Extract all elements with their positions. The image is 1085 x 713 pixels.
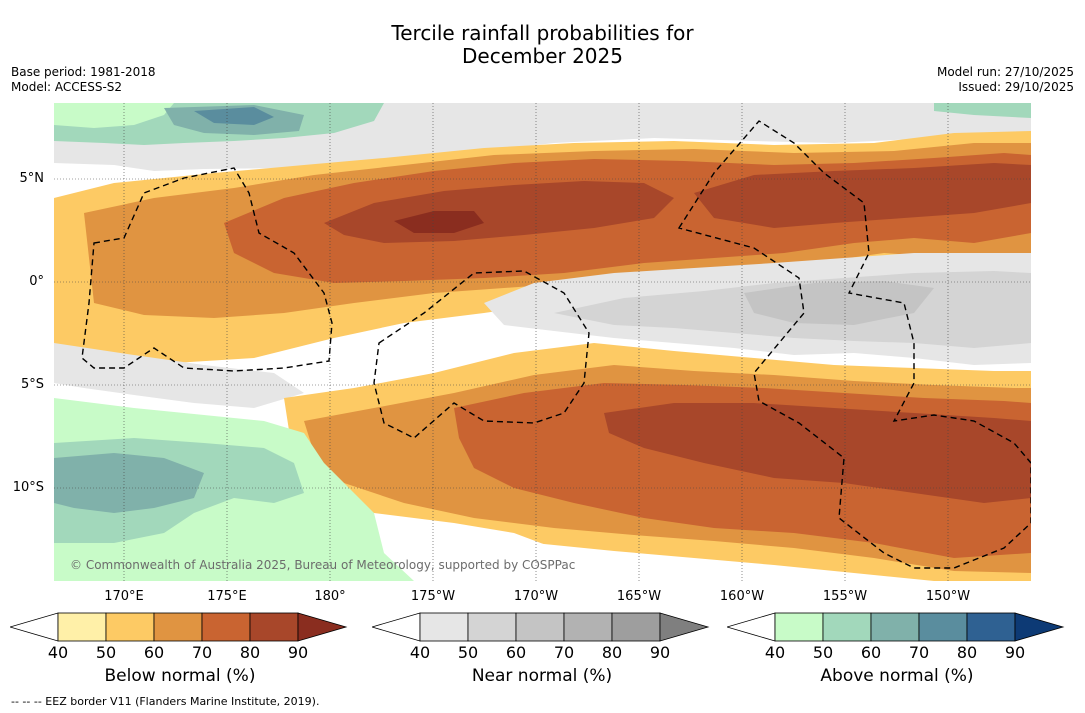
near-swatch-40 [419,612,469,642]
lon-label-180: 180° [314,589,346,604]
below-swatch-80 [249,612,299,642]
below-tick-60: 60 [143,643,165,662]
lat-label-10s: 10°S [12,480,44,495]
near-tick-90: 90 [649,643,671,662]
lat-label-5n: 5°N [19,171,45,186]
lon-label-175e: 175°E [207,589,247,604]
meta-right: Model run: 27/10/2025 Issued: 29/10/2025 [937,65,1074,95]
below-swatch-40 [57,612,107,642]
near-tick-70: 70 [553,643,575,662]
near-swatch-60 [515,612,565,642]
above-swatch-90 [1014,612,1065,642]
below-tick-50: 50 [95,643,117,662]
colorbar-near [372,612,710,642]
lon-label-175w: 175°W [410,589,456,604]
meta-left: Base period: 1981-2018 Model: ACCESS-S2 [11,65,156,95]
lon-label-160w: 160°W [719,589,765,604]
colorbar-above-title: Above normal (%) [820,666,974,686]
model-name: Model: ACCESS-S2 [11,80,123,94]
near-swatch-70 [563,612,613,642]
model-run: Model run: 27/10/2025 [936,65,1074,79]
lon-label-155w: 155°W [822,589,868,604]
near-tick-50: 50 [457,643,479,662]
above-tick-70: 70 [908,643,930,662]
colorbar-above [727,612,1065,642]
above-swatch-80 [966,612,1016,642]
below-swatch-70 [201,612,251,642]
lat-label-5s: 5°S [20,377,44,392]
title-line-2: December 2025 [462,44,623,68]
near-tick-80: 80 [601,643,623,662]
colorbar-below-title: Below normal (%) [104,666,256,686]
below-tick-80: 80 [239,643,261,662]
near-swatch-90 [659,612,710,642]
above-swatch-50 [822,612,872,642]
above-swatch-60 [870,612,920,642]
near-tick-60: 60 [505,643,527,662]
above-tick-50: 50 [812,643,834,662]
near-swatch-80 [611,612,661,642]
lon-label-170e: 170°E [104,589,144,604]
below-tick-90: 90 [287,643,309,662]
below-tick-40: 40 [47,643,69,662]
map-canvas [54,103,1031,581]
forecast-map[interactable] [54,103,1031,581]
above-tick-90: 90 [1004,643,1026,662]
above-swatch-70 [918,612,968,642]
lon-label-170w: 170°W [513,589,559,604]
below-tick-70: 70 [191,643,213,662]
near-swatch-50 [467,612,517,642]
above-tick-40: 40 [764,643,786,662]
eez-footnote: -- -- -- EEZ border V11 (Flanders Marine… [11,695,320,708]
map-credit: © Commonwealth of Australia 2025, Bureau… [70,558,576,572]
above-swatch-40 [774,612,824,642]
issued-date: Issued: 29/10/2025 [958,80,1074,94]
colorbar-below [10,612,348,642]
near-tick-40: 40 [409,643,431,662]
below-swatch-50 [105,612,155,642]
lat-label-0: 0° [29,274,44,289]
colorbar-near-title: Near normal (%) [471,666,613,686]
map-title: Tercile rainfall probabilities for Decem… [0,22,1085,68]
below-swatch-90 [297,612,348,642]
title-line-1: Tercile rainfall probabilities for [391,21,694,45]
lon-label-165w: 165°W [616,589,662,604]
below-swatch-60 [153,612,203,642]
lon-label-150w: 150°W [925,589,971,604]
above-tick-60: 60 [860,643,882,662]
above-tick-80: 80 [956,643,978,662]
base-period: Base period: 1981-2018 [11,65,156,79]
